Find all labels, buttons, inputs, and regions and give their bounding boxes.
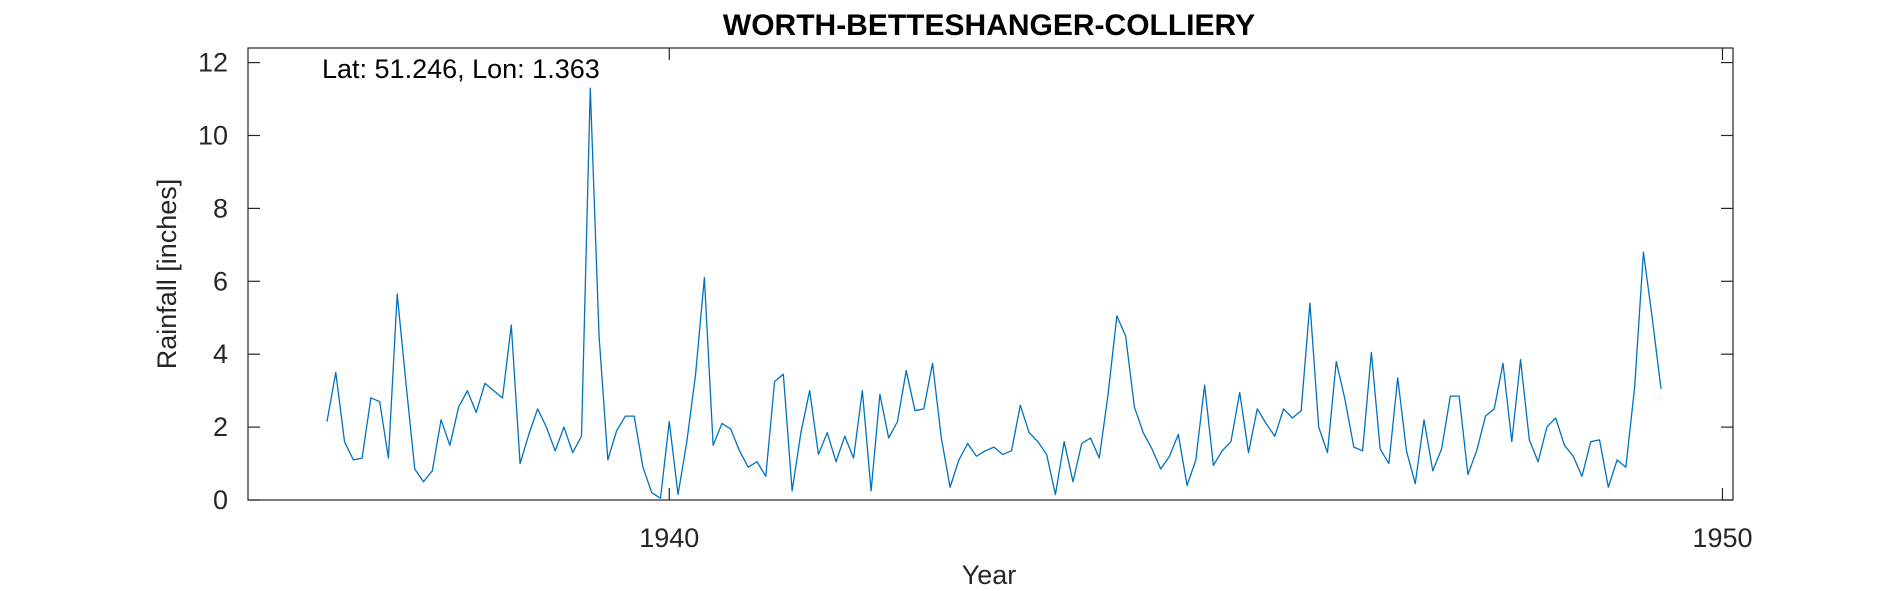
x-axis-label: Year: [962, 560, 1017, 590]
y-tick-label: 12: [198, 48, 228, 78]
y-tick-label: 4: [213, 339, 228, 369]
y-tick-label: 0: [213, 485, 228, 515]
plot-frame: [247, 47, 1734, 501]
y-tick-label: 10: [198, 120, 228, 150]
chart-title: WORTH-BETTESHANGER-COLLIERY: [723, 9, 1255, 42]
x-tick-label: 1950: [1692, 523, 1752, 553]
location-annotation: Lat: 51.246, Lon: 1.363: [322, 54, 600, 84]
y-axis: 0 2 4 6 8 10 12: [198, 48, 1733, 515]
y-tick-label: 8: [213, 193, 228, 223]
x-axis: 1940 1950: [639, 48, 1753, 553]
series-group: [326, 87, 1662, 499]
series-line: [326, 87, 1662, 499]
y-tick-label: 6: [213, 266, 228, 296]
y-axis-label: Rainfall [inches]: [152, 179, 182, 370]
x-tick-label: 1940: [639, 523, 699, 553]
y-tick-label: 2: [213, 412, 228, 442]
